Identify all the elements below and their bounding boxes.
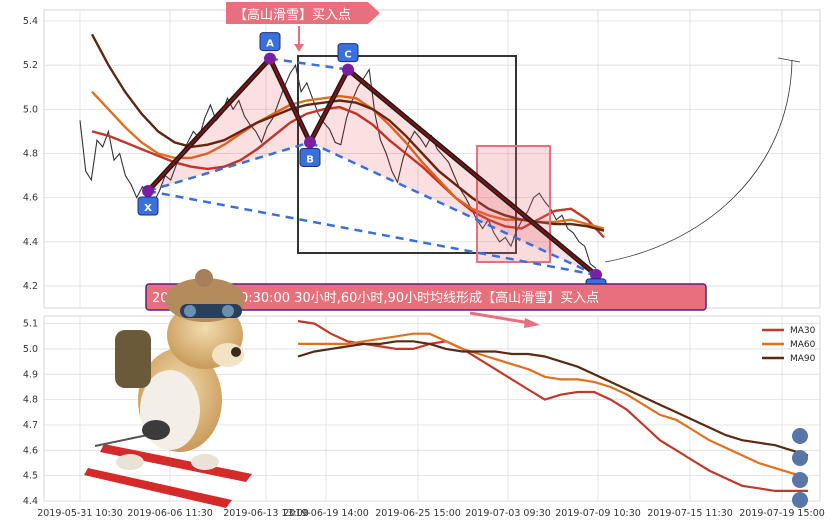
ma-y-tick-label: 4.8 <box>23 395 38 406</box>
pattern-point-a <box>264 52 276 65</box>
legend-label-ma60: MA60 <box>790 340 816 350</box>
dash-xb <box>147 141 311 193</box>
ma-y-tick-label: 5.0 <box>23 344 38 355</box>
price-y-tick-label: 5.0 <box>23 104 38 115</box>
pattern-label-box-a <box>259 32 281 52</box>
x-tick-label: 2019-07-09 10:30 <box>555 508 641 519</box>
price-y-tick-label: 4.6 <box>23 193 38 204</box>
ma-y-tick-label: 4.6 <box>23 445 38 456</box>
price-ma-ma90-line <box>90 33 605 232</box>
ma-y-tick-label: 4.7 <box>23 420 38 431</box>
pattern-label-box-x <box>137 196 159 216</box>
price-ma-ma30-line <box>91 105 605 239</box>
pattern-point-c <box>342 63 354 76</box>
price-y-tick-label: 5.4 <box>23 16 38 27</box>
leg-xa <box>147 57 271 192</box>
x-tick-label: 2019-07-03 09:30 <box>465 508 551 519</box>
pattern-point-b <box>304 136 316 149</box>
pattern-label-box-c <box>337 43 359 63</box>
main-annotation: 2019-07-03 10:30:00 30小时,60小时,90小时均线形成【高… <box>145 283 707 328</box>
leg-bc <box>309 69 349 143</box>
main-annotation-arrow <box>469 311 531 325</box>
x-tick-label: 2019-06-06 11:30 <box>127 508 213 519</box>
legend: MA30 MA60 MA90 <box>762 326 816 364</box>
ma-y-ticks: 4.4 4.5 4.6 4.7 4.8 4.9 5.0 5.1 <box>23 319 38 507</box>
pattern-xab-fill <box>148 58 310 192</box>
ma-y-tick-label: 4.5 <box>23 471 38 482</box>
pattern-label-b: B <box>306 154 314 165</box>
top-annotation-text: 【高山滑雪】买入点 <box>234 7 351 23</box>
leg-cd <box>347 68 597 276</box>
price-y-ticks: 4.2 4.4 4.6 4.8 5.0 5.2 5.4 <box>23 16 38 292</box>
ma-ma30-line <box>297 320 808 492</box>
pattern-bcd-fill <box>310 69 596 275</box>
price-plot-area <box>43 9 821 309</box>
ma-panel: 4.4 4.5 4.6 4.7 4.8 4.9 5.0 5.1 2019-05-31 10:3… <box>23 315 825 519</box>
projection-curve <box>604 59 793 263</box>
price-panel: 4.24.44.64.85.05.25.4 XABCD <box>23 9 821 309</box>
x-tick-label: 2019-06-25 15:00 <box>375 508 461 519</box>
x-tick-label: 2019-07-15 11:30 <box>647 508 733 519</box>
pattern-label-a: A <box>266 39 274 50</box>
x-axis-ticks: 2019-05-31 10:30 2019-06-06 11:30 2019-06-… <box>37 508 825 519</box>
main-annotation-text: 2019-07-03 10:30:00 30小时,60小时,90小时均线形成【高… <box>152 290 599 306</box>
skiing-dog-illustration <box>84 269 252 508</box>
x-tick-label: 2019-06-19 14:00 <box>283 508 369 519</box>
price-y-tick-label: 4.8 <box>23 148 38 159</box>
pattern-label-c: C <box>344 50 351 61</box>
pattern-label-box-b <box>299 147 321 167</box>
x-tick-label: 2019-07-19 15:00 <box>739 508 825 519</box>
pattern-range-box <box>297 55 517 254</box>
x-tick-label: 2019-05-31 10:30 <box>37 508 123 519</box>
price-series <box>79 63 597 269</box>
ma-y-tick-label: 4.9 <box>23 369 38 380</box>
x-tick-label: 2019-06-13 13:00 <box>223 508 309 519</box>
ma-y-tick-label: 4.4 <box>23 496 38 507</box>
mascot-stack <box>792 428 808 508</box>
main-annotation-arrowhead <box>524 318 540 328</box>
main-annotation-box <box>145 283 707 311</box>
ma-ma90-line <box>297 340 809 457</box>
pattern-point-d <box>590 268 602 281</box>
top-annotation-arrowhead <box>294 44 304 52</box>
top-annotation-box <box>226 2 380 24</box>
price-line <box>79 63 597 269</box>
price-y-tick-label: 4.2 <box>23 281 38 292</box>
legend-label-ma30: MA30 <box>790 326 816 336</box>
dash-xd <box>147 189 597 277</box>
ma-ma60-line <box>298 332 809 480</box>
harmonic-pattern: XABCD <box>137 32 607 298</box>
ma-series-lines <box>297 320 809 492</box>
pattern-point-x <box>142 185 154 198</box>
leg-ab <box>269 58 311 143</box>
dash-bd <box>309 141 597 277</box>
top-annotation: 【高山滑雪】买入点 <box>226 2 380 52</box>
pattern-label-x: X <box>144 203 152 214</box>
legend-label-ma90: MA90 <box>790 354 816 364</box>
price-y-tick-label: 4.4 <box>23 237 38 248</box>
ma-y-tick-label: 5.1 <box>23 319 38 330</box>
projection-curve-tick <box>777 57 801 63</box>
price-y-tick-label: 5.2 <box>23 60 38 71</box>
